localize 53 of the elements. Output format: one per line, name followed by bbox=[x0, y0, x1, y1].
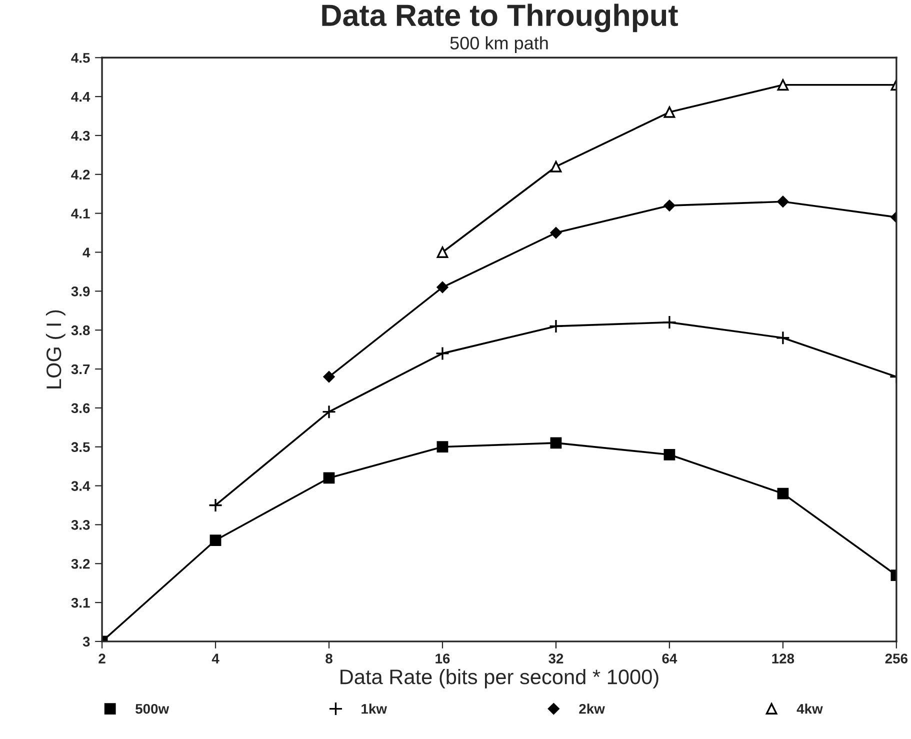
y-tick-label: 4.4 bbox=[71, 92, 90, 102]
x-tick-label: 256 bbox=[885, 654, 908, 664]
x-tick-label: 32 bbox=[548, 654, 564, 664]
y-tick-label: 3.3 bbox=[71, 520, 90, 530]
point bbox=[777, 196, 789, 208]
x-axis-title: Data Rate (bits per second * 1000) bbox=[340, 668, 658, 688]
x-tick-label: 128 bbox=[772, 654, 794, 664]
y-tick-label: 4.3 bbox=[71, 130, 90, 141]
point bbox=[550, 160, 562, 172]
point bbox=[550, 227, 562, 239]
legend-label: 1kw bbox=[362, 704, 388, 714]
legend-label: 500w bbox=[136, 704, 170, 714]
y-tick-label: 4.5 bbox=[71, 53, 90, 63]
point bbox=[436, 246, 448, 258]
x-tick-label: 8 bbox=[326, 654, 332, 664]
y-tick-label: 4 bbox=[82, 248, 90, 258]
point bbox=[662, 315, 677, 330]
point bbox=[548, 319, 564, 334]
y-tick-label: 3.2 bbox=[71, 558, 90, 569]
x-tick-label: 64 bbox=[662, 654, 678, 664]
point bbox=[776, 330, 790, 345]
y-tick-label: 4.2 bbox=[71, 170, 90, 180]
chart-subtitle: 500 km path bbox=[450, 36, 548, 54]
y-tick-label: 3.8 bbox=[71, 325, 90, 336]
legend-label: 4kw bbox=[796, 704, 823, 714]
point bbox=[664, 106, 676, 118]
point bbox=[436, 441, 448, 453]
x-tick-label: 4 bbox=[212, 654, 220, 664]
point bbox=[777, 79, 789, 91]
x-tick-label: 2 bbox=[98, 654, 106, 664]
y-tick-label: 3.5 bbox=[71, 442, 90, 452]
point bbox=[435, 346, 450, 361]
point bbox=[323, 371, 335, 383]
y-axis-title: LOG ( I ) bbox=[46, 310, 66, 388]
y-tick-label: 3 bbox=[82, 636, 90, 647]
point bbox=[550, 437, 562, 449]
x-tick-label: 16 bbox=[436, 654, 450, 664]
y-tick-label: 3.4 bbox=[71, 481, 90, 491]
point bbox=[777, 488, 789, 500]
y-tick-label: 4.1 bbox=[71, 208, 90, 218]
point bbox=[322, 404, 336, 419]
point bbox=[208, 498, 223, 512]
legend-label: 2kw bbox=[579, 704, 605, 714]
point bbox=[664, 200, 676, 212]
point bbox=[664, 448, 676, 460]
y-tick-label: 3.1 bbox=[71, 598, 90, 608]
chart-title: Data Rate to Throughput bbox=[322, 4, 678, 32]
point bbox=[436, 282, 448, 294]
y-tick-label: 3.6 bbox=[71, 403, 90, 414]
point bbox=[210, 534, 222, 546]
point bbox=[323, 472, 335, 484]
y-tick-label: 3.9 bbox=[71, 286, 90, 296]
y-tick-label: 3.7 bbox=[71, 364, 90, 374]
